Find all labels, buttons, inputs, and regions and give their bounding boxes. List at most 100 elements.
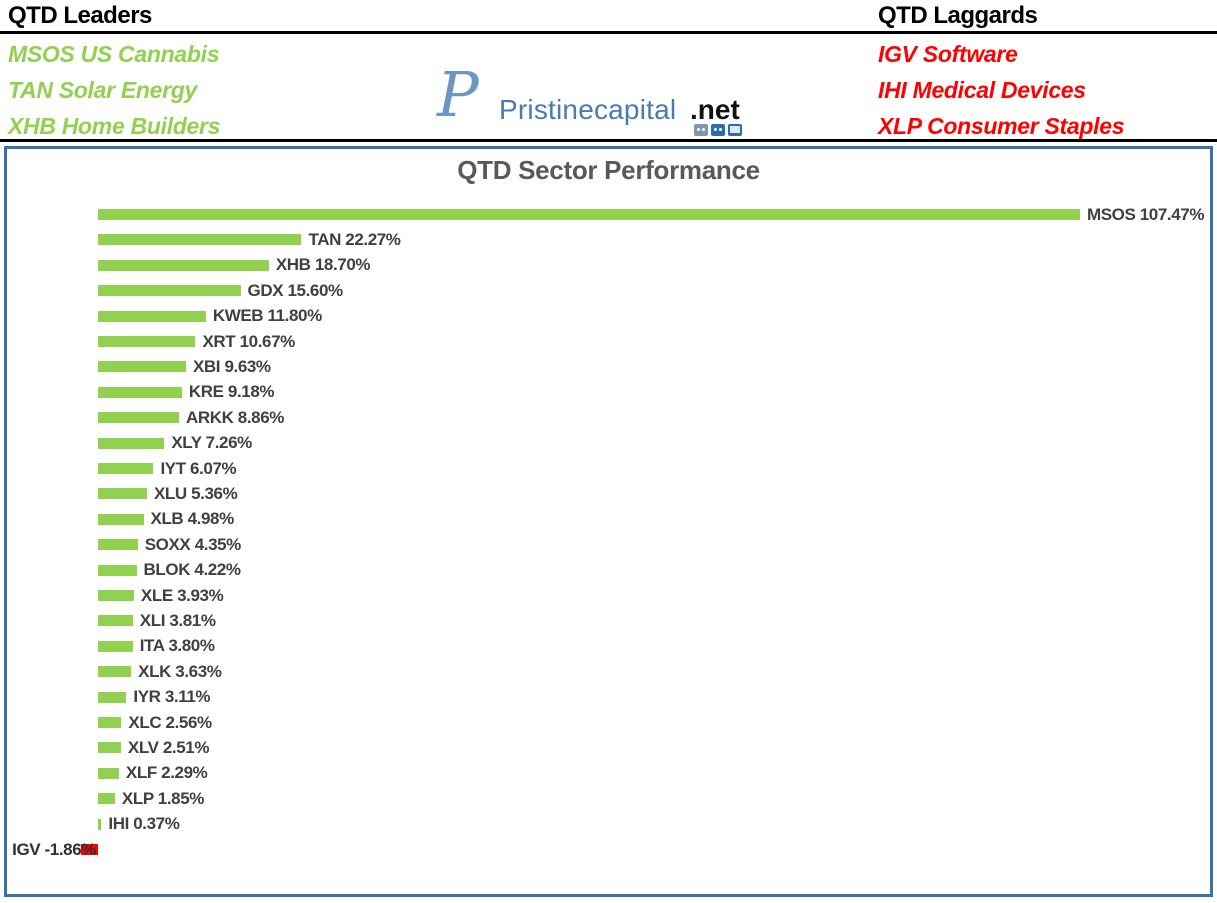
laggard-item-3: XLP Consumer Staples bbox=[878, 113, 1125, 139]
bar-BLOK bbox=[98, 564, 137, 576]
bar-MSOS bbox=[98, 209, 1080, 220]
bar-label-IYT: IYT 6.07% bbox=[160, 458, 237, 478]
logo-brand-text: Pristinecapital bbox=[499, 94, 677, 125]
bar-row-IHI: IHI 0.37% bbox=[7, 812, 1210, 837]
bar-row-XBI: XBI 9.63% bbox=[7, 354, 1210, 379]
bar-XLF bbox=[98, 767, 119, 779]
bar-XLV bbox=[98, 742, 121, 754]
bar-XLK bbox=[98, 666, 132, 678]
bar-row-SOXX: SOXX 4.35% bbox=[7, 532, 1210, 557]
bar-IGV bbox=[81, 844, 98, 855]
bar-IYR bbox=[98, 691, 127, 703]
laggard-item-1: IGV Software bbox=[878, 41, 1018, 67]
bar-SOXX bbox=[98, 539, 138, 551]
social-icons bbox=[694, 124, 742, 136]
bar-KWEB bbox=[98, 310, 206, 322]
bar-row-XLV: XLV 2.51% bbox=[7, 735, 1210, 760]
bar-label-SOXX: SOXX 4.35% bbox=[144, 534, 242, 554]
bar-label-XLB: XLB 4.98% bbox=[150, 509, 235, 529]
bar-XLP bbox=[98, 793, 115, 805]
bar-label-GDX: GDX 15.60% bbox=[247, 280, 344, 300]
bar-XLC bbox=[98, 717, 122, 728]
header-divider bbox=[0, 31, 1217, 34]
bar-label-XLY: XLY 7.26% bbox=[171, 433, 252, 453]
bar-row-KWEB: KWEB 11.80% bbox=[7, 304, 1210, 329]
bar-row-XLK: XLK 3.63% bbox=[7, 659, 1210, 684]
bar-row-MSOS: MSOS 107.47% bbox=[7, 202, 1210, 227]
bar-label-XLF: XLF 2.29% bbox=[125, 763, 208, 783]
bar-KRE bbox=[98, 386, 182, 398]
chart-top-divider bbox=[0, 139, 1217, 142]
bar-XLI bbox=[98, 615, 133, 627]
bar-XLE bbox=[98, 590, 134, 601]
leaders-heading: QTD Leaders bbox=[8, 2, 152, 29]
logo-tld-text: .net bbox=[690, 94, 740, 125]
bar-label-TAN: TAN 22.27% bbox=[308, 229, 401, 249]
bar-label-ARKK: ARKK 8.86% bbox=[185, 407, 284, 427]
bar-label-XLE: XLE 3.93% bbox=[140, 585, 224, 605]
leader-item-1: MSOS US Cannabis bbox=[8, 41, 220, 67]
bar-XRT bbox=[98, 336, 196, 347]
bar-label-IYR: IYR 3.11% bbox=[133, 687, 211, 707]
bar-row-IYR: IYR 3.11% bbox=[7, 685, 1210, 710]
bar-XLU bbox=[98, 488, 147, 500]
brand-logo[interactable]: P Pristinecapital .net bbox=[433, 64, 763, 140]
bar-row-XLE: XLE 3.93% bbox=[7, 583, 1210, 608]
bar-row-XLP: XLP 1.85% bbox=[7, 786, 1210, 811]
bar-label-MSOS: MSOS 107.47% bbox=[1086, 204, 1205, 224]
qtd-sector-performance-chart: QTD Sector Performance MSOS 107.47% TAN 2… bbox=[4, 146, 1213, 897]
bar-label-XLU: XLU 5.36% bbox=[153, 483, 238, 503]
discord-icon[interactable] bbox=[711, 124, 725, 136]
bar-label-XRT: XRT 10.67% bbox=[202, 331, 295, 351]
bar-ARKK bbox=[98, 412, 179, 424]
bar-row-ITA: ITA 3.80% bbox=[7, 634, 1210, 659]
bar-row-XLF: XLF 2.29% bbox=[7, 761, 1210, 786]
plot-area: MSOS 107.47% TAN 22.27% XHB 18.70% GDX 15.6… bbox=[7, 202, 1210, 892]
bar-row-XLC: XLC 2.56% bbox=[7, 710, 1210, 735]
bar-row-KRE: KRE 9.18% bbox=[7, 380, 1210, 405]
bar-row-IGV: IGV -1.86% bbox=[7, 837, 1210, 862]
bar-label-XHB: XHB 18.70% bbox=[275, 255, 371, 275]
bar-row-XHB: XHB 18.70% bbox=[7, 253, 1210, 278]
bar-ITA bbox=[98, 640, 133, 652]
logo-monogram-p: P bbox=[437, 58, 479, 131]
bar-label-ITA: ITA 3.80% bbox=[139, 636, 215, 656]
leader-item-3: XHB Home Builders bbox=[8, 113, 221, 139]
bar-label-KWEB: KWEB 11.80% bbox=[212, 306, 322, 326]
bar-label-IHI: IHI 0.37% bbox=[108, 814, 180, 834]
bar-TAN bbox=[98, 234, 302, 246]
tv-icon[interactable] bbox=[728, 124, 742, 136]
bar-IHI bbox=[98, 818, 102, 830]
bar-row-XLB: XLB 4.98% bbox=[7, 507, 1210, 532]
bar-row-XLU: XLU 5.36% bbox=[7, 481, 1210, 506]
chart-title: QTD Sector Performance bbox=[457, 155, 760, 185]
laggard-item-2: IHI Medical Devices bbox=[878, 77, 1086, 103]
bar-XBI bbox=[98, 361, 186, 373]
bar-row-BLOK: BLOK 4.22% bbox=[7, 558, 1210, 583]
laggards-heading: QTD Laggards bbox=[878, 2, 1038, 29]
bar-label-XLK: XLK 3.63% bbox=[138, 661, 222, 681]
leader-item-2: TAN Solar Energy bbox=[8, 77, 198, 103]
bar-XLB bbox=[98, 513, 144, 525]
bar-row-XRT: XRT 10.67% bbox=[7, 329, 1210, 354]
bar-label-KRE: KRE 9.18% bbox=[188, 382, 275, 402]
bar-XLY bbox=[98, 437, 165, 449]
bar-row-TAN: TAN 22.27% bbox=[7, 227, 1210, 252]
bar-label-BLOK: BLOK 4.22% bbox=[143, 560, 241, 580]
bar-label-XLV: XLV 2.51% bbox=[127, 737, 210, 757]
bar-row-GDX: GDX 15.60% bbox=[7, 278, 1210, 303]
twitch-icon[interactable] bbox=[694, 124, 708, 136]
bar-label-XLP: XLP 1.85% bbox=[121, 788, 204, 808]
bar-IYT bbox=[98, 463, 154, 474]
bar-row-XLI: XLI 3.81% bbox=[7, 608, 1210, 633]
bar-label-XLI: XLI 3.81% bbox=[139, 610, 216, 630]
bar-GDX bbox=[98, 285, 241, 297]
bar-label-IGV: IGV -1.86% bbox=[12, 839, 96, 859]
bar-row-XLY: XLY 7.26% bbox=[7, 431, 1210, 456]
bar-row-IYT: IYT 6.07% bbox=[7, 456, 1210, 481]
bar-XHB bbox=[98, 259, 269, 271]
bar-row-ARKK: ARKK 8.86% bbox=[7, 405, 1210, 430]
bar-label-XLC: XLC 2.56% bbox=[128, 712, 212, 732]
bar-label-XBI: XBI 9.63% bbox=[192, 356, 271, 376]
